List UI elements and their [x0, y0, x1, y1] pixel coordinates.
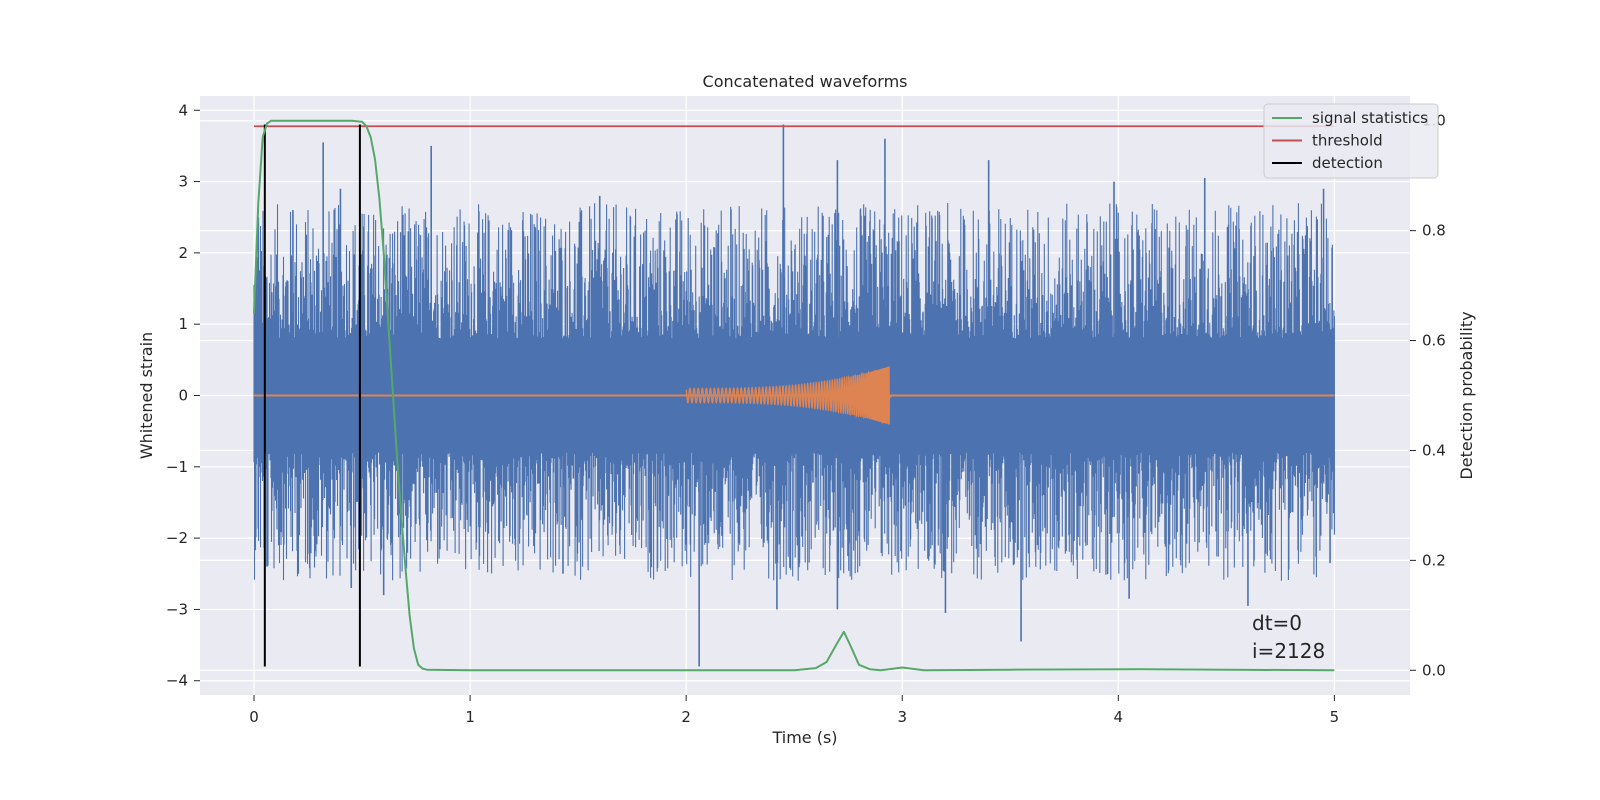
y-tick-label: −2 [166, 529, 188, 547]
legend-label-signal-statistics: signal statistics [1312, 109, 1428, 127]
x-tick-label: 3 [897, 708, 907, 726]
y-tick-label: −1 [166, 458, 188, 476]
y-tick-label: −4 [166, 672, 188, 690]
legend-label-threshold: threshold [1312, 132, 1383, 150]
y-tick-label: 2 [178, 244, 188, 262]
annotation-dt: dt=0 [1252, 611, 1302, 635]
y-tick-label: −3 [166, 600, 188, 618]
y-right-tick-label: 0.4 [1422, 441, 1446, 459]
chart-title: Concatenated waveforms [703, 72, 908, 91]
x-tick-label: 5 [1330, 708, 1340, 726]
y-tick-label: 0 [178, 387, 188, 405]
x-tick-label: 2 [681, 708, 691, 726]
y-tick-label: 3 [178, 173, 188, 191]
y-axis-right-label: Detection probability [1457, 311, 1476, 479]
x-tick-label: 0 [249, 708, 259, 726]
legend-box [1263, 103, 1439, 179]
y-right-tick-label: 0.0 [1422, 661, 1446, 679]
y-axis-label: Whitened strain [137, 332, 156, 459]
template-chirp [685, 366, 892, 425]
legend-label-detection: detection [1312, 154, 1383, 172]
y-tick-label: 1 [178, 315, 188, 333]
y-tick-label: 4 [178, 101, 188, 119]
plot-series [253, 119, 1335, 672]
y-right-tick-label: 0.8 [1422, 222, 1446, 240]
legend: signal statistics threshold detection [1263, 103, 1439, 179]
y-right-tick-label: 0.2 [1422, 551, 1446, 569]
x-axis-label: Time (s) [771, 728, 837, 747]
y-right-tick-label: 0.6 [1422, 332, 1446, 350]
signal-statistics-line [253, 119, 1335, 672]
x-tick-label: 4 [1114, 708, 1124, 726]
x-tick-label: 1 [465, 708, 475, 726]
annotation-index: i=2128 [1252, 639, 1325, 663]
